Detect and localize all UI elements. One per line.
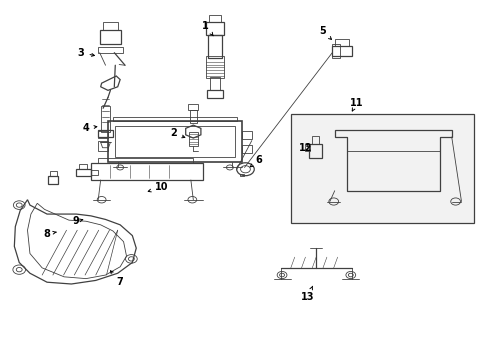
Bar xyxy=(331,45,351,56)
Bar xyxy=(98,140,108,151)
Text: 3: 3 xyxy=(78,48,94,58)
Text: 10: 10 xyxy=(148,182,168,192)
Bar xyxy=(76,168,91,176)
Bar xyxy=(98,47,123,53)
Bar xyxy=(206,56,224,78)
Bar xyxy=(91,163,203,180)
Bar xyxy=(188,132,197,146)
Bar xyxy=(100,30,121,44)
Bar xyxy=(206,22,224,35)
Text: 7: 7 xyxy=(110,271,123,287)
Text: 8: 8 xyxy=(43,229,56,239)
Bar xyxy=(98,158,193,163)
Bar xyxy=(188,104,198,110)
Bar xyxy=(242,145,251,153)
Bar xyxy=(50,171,57,176)
Bar xyxy=(305,146,310,151)
Bar xyxy=(331,44,339,58)
Bar xyxy=(101,107,110,132)
Bar xyxy=(334,39,348,45)
Text: 2: 2 xyxy=(170,129,184,138)
Bar xyxy=(98,130,113,137)
Bar xyxy=(311,136,319,144)
Text: 5: 5 xyxy=(319,26,331,39)
Bar xyxy=(209,15,221,22)
Bar xyxy=(208,35,222,58)
Bar xyxy=(48,176,58,184)
Bar xyxy=(242,131,251,139)
Bar xyxy=(98,131,108,138)
Bar xyxy=(239,174,243,176)
Bar xyxy=(290,114,473,223)
Bar xyxy=(91,170,98,175)
Bar xyxy=(113,117,237,121)
Bar xyxy=(309,144,321,158)
Bar xyxy=(103,22,118,30)
Bar xyxy=(210,77,220,90)
Bar xyxy=(79,163,87,168)
Text: 9: 9 xyxy=(73,216,82,226)
Text: 12: 12 xyxy=(298,143,311,153)
Text: 13: 13 xyxy=(301,286,314,302)
Bar xyxy=(207,90,223,98)
Text: 6: 6 xyxy=(250,155,262,167)
Text: 11: 11 xyxy=(349,98,363,111)
Bar xyxy=(189,110,196,123)
Text: 1: 1 xyxy=(202,21,213,36)
Bar xyxy=(115,126,234,157)
Text: 4: 4 xyxy=(82,123,97,133)
Bar xyxy=(108,121,242,162)
